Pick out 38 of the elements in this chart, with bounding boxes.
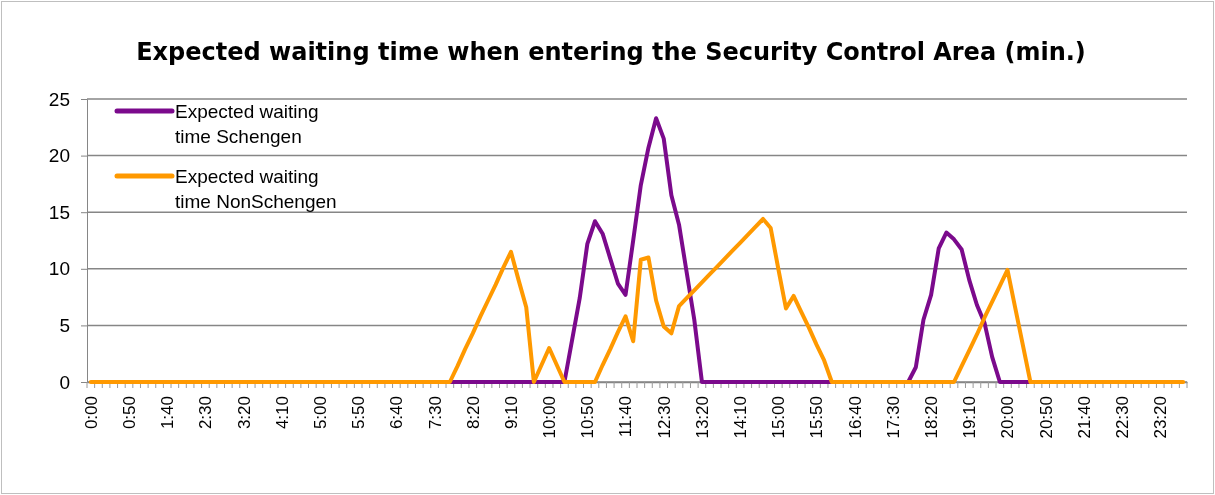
x-tick-label: 21:40 <box>1074 396 1094 439</box>
x-tick-label: 2:30 <box>196 396 216 430</box>
y-tick-label: 15 <box>48 201 70 223</box>
x-tick-label: 1:40 <box>158 396 178 430</box>
x-tick-label: 13:20 <box>692 396 712 439</box>
x-tick-label: 15:00 <box>769 396 789 439</box>
x-tick-label: 20:50 <box>1036 396 1056 439</box>
chart-title: Expected waiting time when entering the Security Control Area (min.) <box>136 38 1086 66</box>
x-tick-label: 14:10 <box>731 396 751 439</box>
y-tick-label: 25 <box>48 88 70 110</box>
x-tick-label: 4:10 <box>272 396 292 430</box>
x-tick-label: 10:00 <box>540 396 560 439</box>
x-tick-label: 8:20 <box>463 396 483 430</box>
y-tick-label: 0 <box>59 371 70 393</box>
x-tick-label: 15:50 <box>807 396 827 439</box>
x-tick-label: 5:00 <box>310 396 330 430</box>
x-tick-label: 23:20 <box>1151 396 1171 439</box>
x-tick-label: 16:40 <box>845 396 865 439</box>
y-tick-label: 20 <box>48 145 70 167</box>
x-tick-label: 22:30 <box>1113 396 1133 439</box>
x-tick-label: 12:30 <box>654 396 674 439</box>
x-tick-label: 6:40 <box>387 396 407 430</box>
x-tick-label: 17:30 <box>883 396 903 439</box>
y-tick-label: 10 <box>48 258 70 280</box>
x-tick-label: 20:00 <box>998 396 1018 439</box>
x-tick-label: 0:00 <box>81 396 101 430</box>
x-tick-label: 7:30 <box>425 396 445 430</box>
x-tick-label: 0:50 <box>119 396 139 430</box>
x-tick-label: 11:40 <box>616 396 636 438</box>
legend-label: Expected waiting time NonSchengen <box>175 165 337 213</box>
x-tick-label: 9:10 <box>501 396 521 430</box>
y-tick-label: 5 <box>59 314 70 336</box>
x-tick-label: 18:20 <box>922 396 942 439</box>
x-tick-label: 3:20 <box>234 396 254 430</box>
x-tick-label: 10:50 <box>578 396 598 439</box>
legend-label: Expected waiting time Schengen <box>175 100 319 148</box>
x-tick-label: 19:10 <box>960 396 980 439</box>
x-tick-label: 5:50 <box>349 396 369 430</box>
